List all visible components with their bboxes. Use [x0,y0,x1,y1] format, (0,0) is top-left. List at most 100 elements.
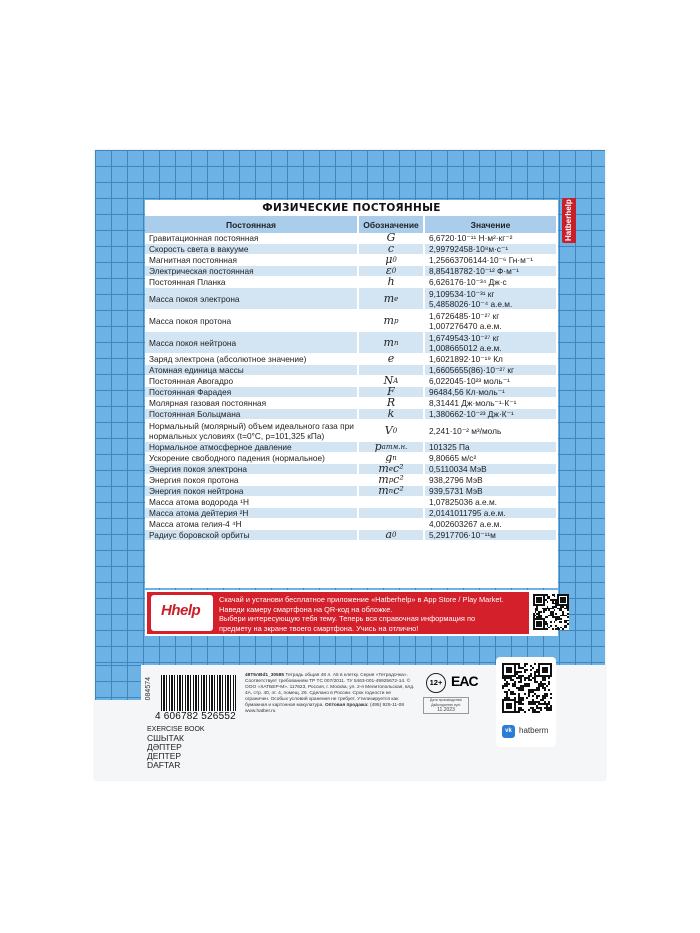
constant-value: 101325 Па [425,442,558,453]
product-description: 48Т5лВd1_30585 Тетрадь общая 48 л. А5 в … [245,673,415,714]
value-line: 6,6720·10⁻¹¹ Н·м²·кг⁻² [429,233,513,243]
table-row: Нормальный (молярный) объем идеального г… [145,420,558,442]
app-qr-code[interactable] [533,594,569,630]
constant-symbol: c [359,244,425,255]
constant-symbol: e [359,354,425,365]
constant-value: 939,5731 МэВ [425,486,558,497]
constant-name: Радиус боровской орбиты [145,530,359,541]
constant-value: 6,626176·10⁻³⁴ Дж·с [425,277,558,288]
table-row: Масса атома водорода ¹H 1,07825036 а.е.м. [145,497,558,508]
constant-value: 2,241·10⁻² м³/моль [425,420,558,442]
value-line: 8,31441 Дж·моль⁻¹·К⁻¹ [429,398,517,408]
side-code: 084574 [145,677,152,701]
hhelp-logo: Hhelp [151,595,213,631]
hatberhelp-side-tab: Hatberhelp [562,198,576,243]
value-line: 1,6605655(86)·10⁻²⁷ кг [429,365,515,375]
header-constant: Постоянная [145,216,359,233]
constant-name: Магнитная постоянная [145,255,359,266]
table-row: Масса покоя протона m p 1,6726485·10⁻²⁷ кг 1… [145,310,558,332]
table-body: Гравитационная постоянная G 6,6720·10⁻¹¹ Н… [145,233,558,541]
value-line: 1,6021892·10⁻¹⁹ Кл [429,354,503,364]
constant-name: Гравитационная постоянная [145,233,359,244]
constant-value: 1,25663706144·10⁻⁶ Гн·м⁻¹ [425,255,558,266]
table-row: Ускорение свободного падения (нормальное… [145,453,558,464]
hatberhelp-banner: Hhelp Скачай и установи бесплатное прило… [145,590,569,636]
constant-value: 1,6605655(86)·10⁻²⁷ кг [425,365,558,376]
value-line: 6,626176·10⁻³⁴ Дж·с [429,277,507,287]
constant-value: 1,6726485·10⁻²⁷ кг 1,007276470 а.е.м. [425,310,558,332]
language-labels: EXERCISE BOOK СШЫТАК ДӘПТЕР ДЕПТЕР DAFTA… [147,726,205,770]
constant-name: Молярная газовая постоянная [145,398,359,409]
table-row: Постоянная Планка h 6,626176·10⁻³⁴ Дж·с [145,277,558,288]
value-line: 1,07825036 а.е.м. [429,497,497,507]
value-line: 2,241·10⁻² м³/моль [429,425,502,436]
table-row: Масса атома гелия-4 ⁴H 4,002603267 а.е.м. [145,519,558,530]
constant-name: Энергия покоя электрона [145,464,359,475]
production-date: Дата производства/ Дайындалған күні: 11.… [423,697,469,714]
barcode-number: 4 606782 526552 [155,711,236,722]
constant-name: Постоянная Фарадея [145,387,359,398]
constant-symbol: F [359,387,425,398]
table-row: Скорость света в вакууме c 2,99792458·10⁸м… [145,244,558,255]
physical-constants-table: ФИЗИЧЕСКИЕ ПОСТОЯННЫЕ Постоянная Обознач… [145,200,558,588]
table-row: Энергия покоя протона m p c² 938,2796 МэВ [145,475,558,486]
value-line: 1,008665012 а.е.м. [429,342,502,353]
vk-account[interactable]: hatberm [519,726,549,735]
table-row: Молярная газовая постоянная R 8,31441 Дж·м… [145,398,558,409]
table-row: Магнитная постоянная μ 0 1,25663706144·10⁻⁶… [145,255,558,266]
value-line: 6,022045·10²³ моль⁻¹ [429,376,510,386]
value-line: 101325 Па [429,442,470,452]
constant-value: 1,380662·10⁻²³ Дж·К⁻¹ [425,409,558,420]
constant-value: 938,2796 МэВ [425,475,558,486]
value-line: 1,380662·10⁻²³ Дж·К⁻¹ [429,409,514,419]
constant-name: Масса покоя электрона [145,288,359,310]
constant-symbol [359,519,425,530]
constant-name: Постоянная Авогадро [145,376,359,387]
value-line: 2,0141011795 а.е.м. [429,508,506,518]
vk-icon: vk [502,725,515,738]
constant-name: Ускорение свободного падения (нормальное… [145,453,359,464]
header-symbol: Обозначение [359,216,425,233]
value-line: 938,2796 МэВ [429,475,483,485]
value-line: 5,2917706·10⁻¹¹м [429,530,496,540]
constant-name: Масса атома дейтерия ²H [145,508,359,519]
value-line: 2,99792458·10⁸м·с⁻¹ [429,244,509,254]
constant-name: Постоянная Планка [145,277,359,288]
constant-value: 96484,56 Кл·моль⁻¹ [425,387,558,398]
grid-background-left [95,665,141,700]
barcode [161,675,236,711]
vk-qr-code[interactable] [502,663,552,713]
constant-value: 5,2917706·10⁻¹¹м [425,530,558,541]
value-line: 9,80665 м/с² [429,453,477,463]
constant-name: Энергия покоя протона [145,475,359,486]
table-row: Масса покоя электрона m e 9,109534·10⁻³¹ кг… [145,288,558,310]
table-row: Постоянная Больцмана k 1,380662·10⁻²³ Дж·К… [145,409,558,420]
value-line: 1,007276470 а.е.м. [429,320,502,331]
constant-value: 2,99792458·10⁸м·с⁻¹ [425,244,558,255]
value-line: 1,25663706144·10⁻⁶ Гн·м⁻¹ [429,255,533,265]
table-row: Гравитационная постоянная G 6,6720·10⁻¹¹ Н… [145,233,558,244]
constant-value: 9,109534·10⁻³¹ кг 5,4858026·10⁻⁴ а.е.м. [425,288,558,310]
value-line: 1,6726485·10⁻²⁷ кг [429,310,500,321]
value-line: 1,6749543·10⁻²⁷ кг [429,332,500,343]
table-header: Постоянная Обозначение Значение [145,216,558,233]
banner-text: Скачай и установи бесплатное приложение … [219,595,504,633]
constant-name: Скорость света в вакууме [145,244,359,255]
constant-name: Нормальное атмосферное давление [145,442,359,453]
constant-symbol: m e c² [359,464,425,475]
table-row: Энергия покоя нейтрона m n c² 939,5731 МэВ [145,486,558,497]
table-row: Атомная единица массы 1,6605655(86)·10⁻²⁷… [145,365,558,376]
value-line: 0,5110034 МэВ [429,464,487,474]
constant-value: 1,07825036 а.е.м. [425,497,558,508]
constant-symbol: R [359,398,425,409]
constant-name: Нормальный (молярный) объем идеального г… [145,420,359,442]
value-line: 939,5731 МэВ [429,486,483,496]
constant-value: 2,0141011795 а.е.м. [425,508,558,519]
